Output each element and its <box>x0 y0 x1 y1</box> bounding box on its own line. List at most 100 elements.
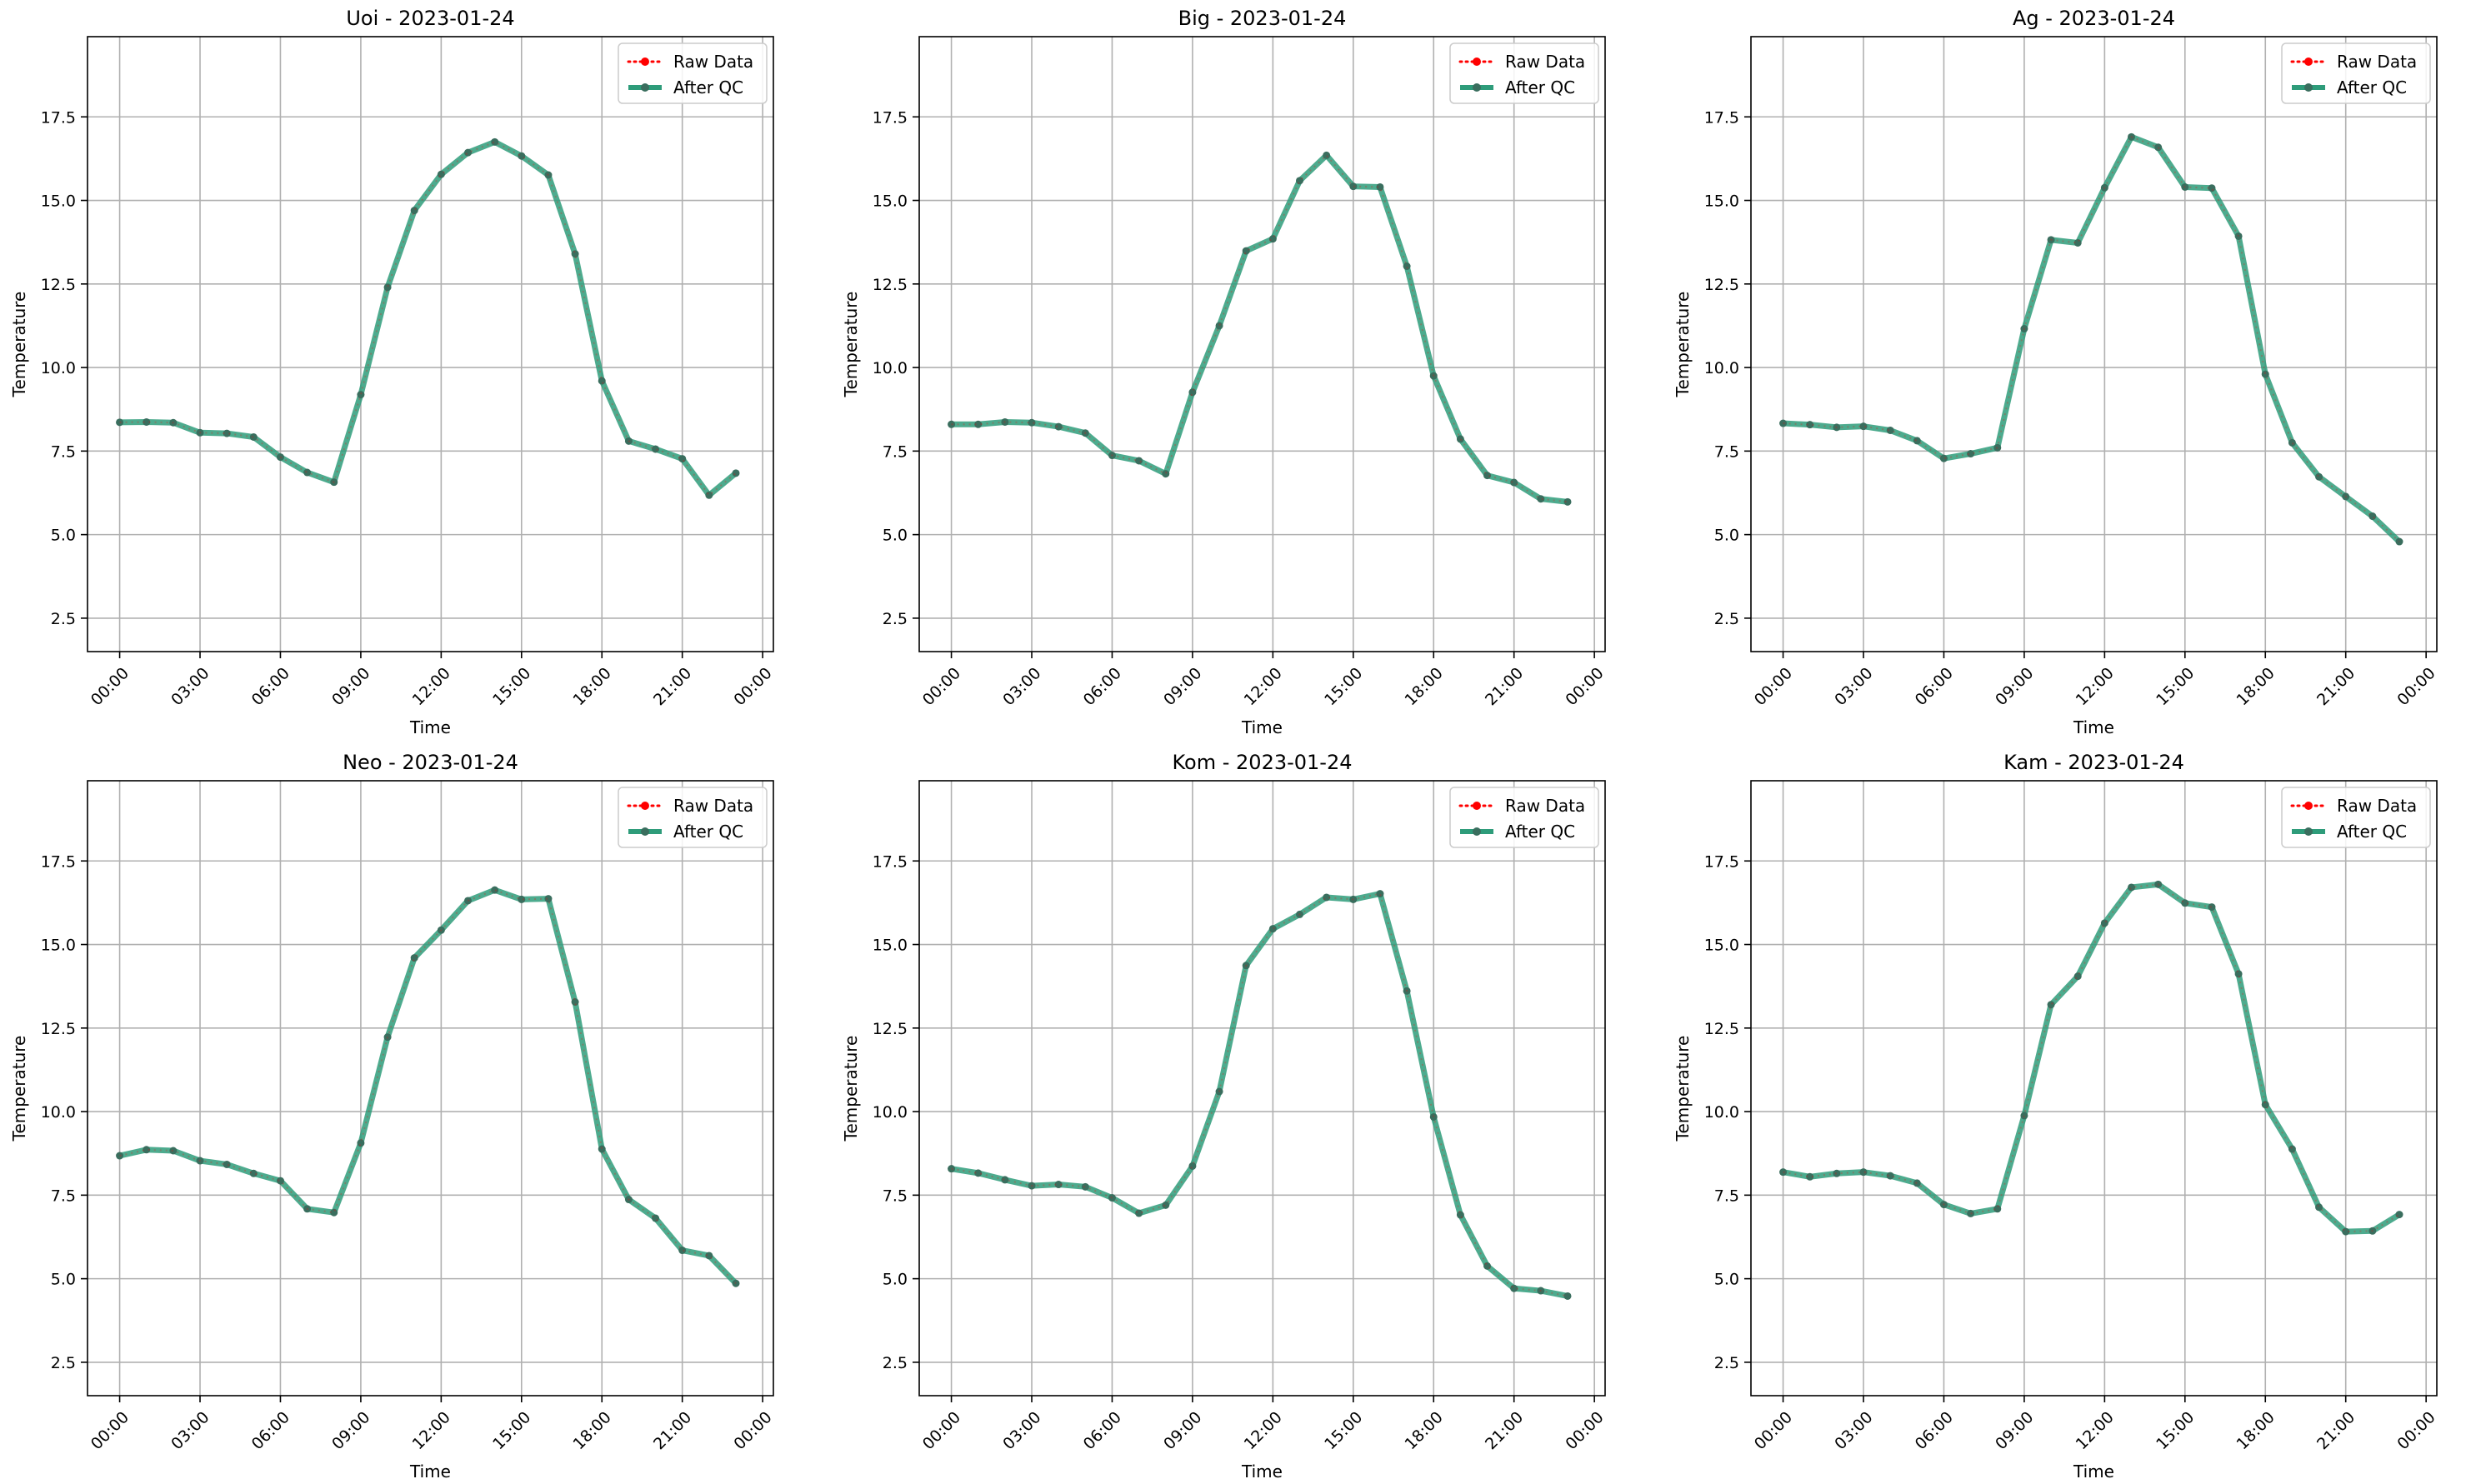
x-tick-label: 15:00 <box>2153 664 2198 709</box>
legend-label-raw-data: Raw Data <box>2337 796 2417 816</box>
point-after-qc <box>2047 1001 2055 1009</box>
point-after-qc <box>1054 1181 1063 1189</box>
legend: Raw Data After QC <box>1449 787 1599 848</box>
y-tick-label: 5.0 <box>883 1271 908 1289</box>
point-after-qc <box>1886 1172 1894 1180</box>
y-tick-label: 15.0 <box>873 937 908 955</box>
legend-label-after-qc: After QC <box>673 822 743 842</box>
legend: Raw Data After QC <box>618 42 768 104</box>
series-line-raw-data <box>951 153 1568 503</box>
x-tick-label: 00:00 <box>730 664 775 709</box>
x-tick-label: 00:00 <box>1751 664 1796 709</box>
y-tick-label: 17.5 <box>873 852 908 871</box>
point-after-qc <box>2208 184 2216 192</box>
x-tick-label: 15:00 <box>489 1408 534 1453</box>
point-after-qc <box>357 1139 365 1147</box>
point-after-qc <box>2208 903 2216 912</box>
point-after-qc <box>1188 1162 1197 1170</box>
legend-label-after-qc: After QC <box>673 77 743 97</box>
series-line-after-qc <box>948 891 1571 1299</box>
point-after-qc <box>143 417 151 426</box>
point-after-qc <box>652 1214 660 1222</box>
point-after-qc <box>2073 972 2082 981</box>
plot-frame <box>1750 36 2438 652</box>
series-line-raw-data <box>1783 883 2400 1233</box>
x-axis-label: Time <box>1241 1462 1283 1482</box>
point-after-qc <box>1833 423 1841 432</box>
x-tick-label: 21:00 <box>2313 664 2358 709</box>
y-tick-label: 10.0 <box>41 1103 76 1122</box>
point-after-qc <box>948 1165 956 1173</box>
x-tick-label: 03:00 <box>1831 1408 1876 1453</box>
point-after-qc <box>2234 970 2243 978</box>
point-after-qc <box>1563 497 1572 506</box>
point-after-qc <box>1349 895 1358 903</box>
legend-marker-after-qc <box>1473 83 1481 92</box>
x-tick-label: 06:00 <box>248 1408 293 1453</box>
point-after-qc <box>544 895 553 903</box>
y-tick-label: 15.0 <box>41 192 76 211</box>
point-after-qc <box>1913 1179 1921 1187</box>
x-tick-label: 06:00 <box>1912 1408 1957 1453</box>
series-line-after-qc <box>1780 881 2403 1235</box>
x-tick-label: 03:00 <box>168 1408 213 1453</box>
legend-marker-raw-data <box>2304 802 2313 810</box>
y-axis-label: Temperature <box>1673 292 1693 398</box>
point-after-qc <box>1563 1292 1572 1300</box>
point-after-qc <box>705 491 713 499</box>
plot-frame <box>918 780 1606 1397</box>
point-after-qc <box>464 148 473 157</box>
point-after-qc <box>2288 438 2296 447</box>
x-tick-label: 12:00 <box>409 664 454 709</box>
point-after-qc <box>2128 132 2136 141</box>
legend-marker-raw-data <box>641 57 649 66</box>
legend-label-raw-data: Raw Data <box>673 52 753 72</box>
point-after-qc <box>1323 151 1331 159</box>
legend-marker-raw-data <box>641 802 649 810</box>
point-after-qc <box>2315 1203 2323 1212</box>
point-after-qc <box>678 1247 687 1255</box>
point-after-qc <box>2047 236 2055 244</box>
point-after-qc <box>1537 495 1545 503</box>
legend-label-after-qc: After QC <box>1505 77 1575 97</box>
legend-marker-raw-data <box>2304 57 2313 66</box>
x-tick-label: 18:00 <box>570 664 615 709</box>
series-line-after-qc <box>948 152 1571 505</box>
x-tick-label: 12:00 <box>409 1408 454 1453</box>
point-after-qc <box>1859 1168 1868 1177</box>
point-after-qc <box>571 250 579 258</box>
point-after-qc <box>1429 372 1438 380</box>
point-after-qc <box>1081 429 1089 437</box>
x-axis-label: Time <box>409 717 451 737</box>
x-tick-label: 21:00 <box>650 1408 695 1453</box>
x-tick-label: 12:00 <box>2073 664 2118 709</box>
legend-label-after-qc: After QC <box>2337 77 2407 97</box>
point-after-qc <box>1376 890 1384 898</box>
plot-frame <box>87 36 774 652</box>
x-tick-label: 06:00 <box>248 664 293 709</box>
chart-panel-4: 2.5 5.0 7.5 10.0 12.5 15.0 17.5 00:00 03:00 06:00… <box>9 751 776 1482</box>
y-tick-label: 2.5 <box>51 610 76 628</box>
chart-title: Kam - 2023-01-24 <box>2003 751 2184 774</box>
point-after-qc <box>2288 1145 2296 1153</box>
point-after-qc <box>1967 450 1975 458</box>
y-tick-label: 17.5 <box>873 108 908 127</box>
legend-marker-raw-data <box>1473 57 1481 66</box>
chart-panel-6: 2.5 5.0 7.5 10.0 12.5 15.0 17.5 00:00 03:00 06:00… <box>1673 751 2439 1482</box>
point-after-qc <box>1323 893 1331 902</box>
point-after-qc <box>116 418 124 427</box>
x-tick-label: 00:00 <box>919 1408 964 1453</box>
legend-marker-after-qc <box>641 83 649 92</box>
x-axis-label: Time <box>409 1462 451 1482</box>
point-after-qc <box>1242 247 1250 255</box>
x-tick-label: 21:00 <box>650 664 695 709</box>
plot-frame <box>87 780 774 1397</box>
point-after-qc <box>732 469 740 477</box>
x-tick-label: 00:00 <box>2393 664 2438 709</box>
x-tick-label: 18:00 <box>2233 664 2278 709</box>
x-tick-label: 03:00 <box>1831 664 1876 709</box>
y-tick-label: 2.5 <box>883 1354 908 1372</box>
point-after-qc <box>223 1160 231 1168</box>
x-tick-label: 21:00 <box>1482 1408 1527 1453</box>
point-after-qc <box>518 895 526 903</box>
